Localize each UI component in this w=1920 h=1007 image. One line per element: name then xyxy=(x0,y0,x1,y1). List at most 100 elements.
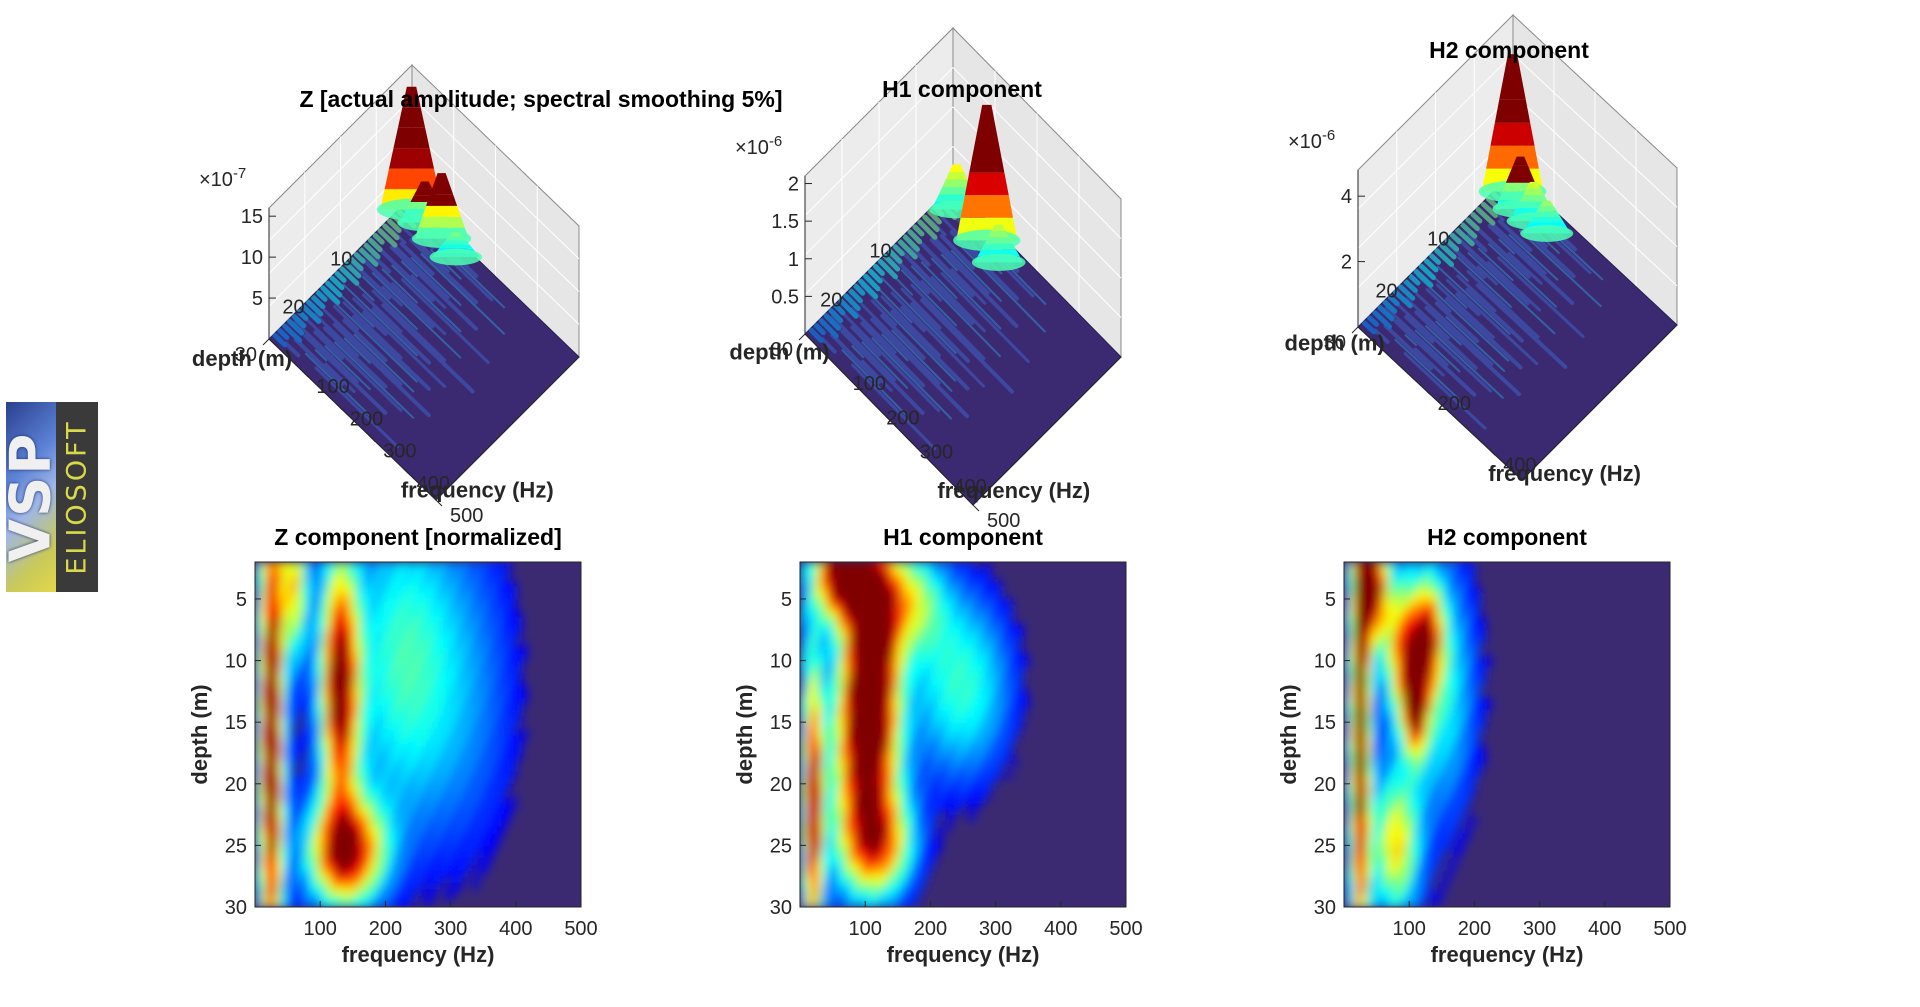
x-tick-label: 200 xyxy=(914,918,947,940)
z-tick-label: 1.5 xyxy=(771,211,799,233)
surface-plot-3: 200 400 10 20 30 2 4 ×10-6 frequency (Hz) depth (… xyxy=(1285,13,1678,486)
heatmap-plot-3: 100 200 300 400 500 5 10 15 20 25 30 frequency (Hz)… xyxy=(1276,524,1687,967)
x-tick-label: 400 xyxy=(417,473,450,495)
y-tick-label: 15 xyxy=(1314,712,1336,734)
x-tick-label: 400 xyxy=(1588,918,1621,940)
x-tick-label: 500 xyxy=(1109,918,1142,940)
z-tick-label: 2 xyxy=(1341,252,1352,274)
z-tick-label: 10 xyxy=(241,247,263,269)
x-tick-label: 200 xyxy=(350,408,383,430)
panel-title: H2 component xyxy=(1429,37,1589,63)
y-tick-label: 25 xyxy=(1314,835,1336,857)
heatmap-frame xyxy=(1343,561,1671,908)
x-axis-label: frequency (Hz) xyxy=(1431,942,1584,967)
z-tick-label: 0.5 xyxy=(771,286,799,308)
vsp-eliosoft-logo: VSP ELIOSOFT xyxy=(6,402,98,592)
panel-title: Z [actual amplitude; spectral smoothing … xyxy=(299,86,782,112)
wall-grid xyxy=(804,65,1122,318)
y-tick-label: 10 xyxy=(1314,651,1336,673)
panel-title: H1 component xyxy=(883,524,1043,550)
y-tick-label: 10 xyxy=(869,240,891,262)
z-tick-label: 2 xyxy=(788,174,799,196)
x-tick-label: 500 xyxy=(1653,918,1686,940)
x-tick-label: 200 xyxy=(1438,393,1471,415)
y-tick-mark xyxy=(1403,274,1411,282)
y-tick-label: 20 xyxy=(1314,774,1336,796)
x-axis-label: frequency (Hz) xyxy=(342,942,495,967)
y-tick-mark xyxy=(1454,223,1462,231)
x-tick-label: 500 xyxy=(987,510,1020,532)
surface-texture xyxy=(272,199,506,449)
surface-peak xyxy=(971,224,1026,271)
y-tick-label: 30 xyxy=(771,339,793,361)
heatmap-cells xyxy=(800,562,1029,907)
y-tick-mark xyxy=(897,234,905,242)
y-tick-label: 25 xyxy=(770,835,792,857)
x-tick-mark xyxy=(302,370,309,378)
heatmap-image xyxy=(800,562,1126,907)
x-tick-label: 300 xyxy=(383,441,416,463)
y-axis-label: depth (m) xyxy=(192,346,292,371)
x-tick-label: 500 xyxy=(450,505,483,527)
x-tick-label: 200 xyxy=(1458,918,1491,940)
y-tick-label: 5 xyxy=(781,589,792,611)
y-tick-label: 20 xyxy=(770,774,792,796)
x-tick-label: 400 xyxy=(499,918,532,940)
y-tick-label: 30 xyxy=(1324,332,1346,354)
y-tick-mark xyxy=(262,338,270,346)
z-exponent-label: ×10-6 xyxy=(735,133,782,159)
x-tick-label: 400 xyxy=(953,476,986,498)
y-axis-label: depth (m) xyxy=(1285,331,1385,356)
x-tick-mark xyxy=(402,467,409,475)
panel-title: Z component [normalized] xyxy=(274,524,562,550)
z-tick-label: 5 xyxy=(252,288,263,310)
x-axis-label: frequency (Hz) xyxy=(887,942,1040,967)
z-tick-label: 15 xyxy=(241,206,263,228)
y-tick-mark xyxy=(357,243,365,251)
x-axis-label: frequency (Hz) xyxy=(1488,461,1641,486)
x-tick-label: 100 xyxy=(304,918,337,940)
logo-wordmark: ELIOSOFT xyxy=(56,402,98,592)
heatmap-image xyxy=(1344,562,1670,907)
y-tick-label: 20 xyxy=(1375,280,1397,302)
y-tick-mark xyxy=(1351,326,1359,334)
x-tick-mark xyxy=(435,499,443,507)
y-tick-mark xyxy=(798,333,806,341)
wall-grid xyxy=(1357,53,1678,289)
x-tick-label: 300 xyxy=(979,918,1012,940)
y-tick-label: 10 xyxy=(225,651,247,673)
panel-title: H2 component xyxy=(1427,524,1587,550)
y-tick-label: 25 xyxy=(225,835,247,857)
x-axis-label: frequency (Hz) xyxy=(937,478,1090,503)
x-tick-label: 300 xyxy=(434,918,467,940)
x-tick-mark xyxy=(871,402,879,409)
y-tick-label: 5 xyxy=(1325,589,1336,611)
y-tick-label: 20 xyxy=(282,296,304,318)
y-tick-label: 10 xyxy=(1427,229,1449,251)
logo-mark: VSP xyxy=(6,402,64,592)
front-edges xyxy=(1357,324,1678,481)
heatmap-frame xyxy=(254,561,582,908)
heatmap-plot-1: 100 200 300 400 500 5 10 15 20 25 30 frequency (Hz)… xyxy=(187,524,598,967)
x-tick-label: 100 xyxy=(849,918,882,940)
x-tick-mark xyxy=(939,470,946,478)
z-exponent-label: ×10-6 xyxy=(1288,127,1335,153)
y-tick-mark xyxy=(847,284,855,292)
x-tick-mark xyxy=(838,367,845,375)
y-tick-label: 20 xyxy=(820,290,842,312)
x-tick-label: 400 xyxy=(1044,918,1077,940)
x-tick-label: 100 xyxy=(316,376,349,398)
heatmap-cells xyxy=(1344,562,1492,907)
x-tick-label: 100 xyxy=(1393,918,1426,940)
y-tick-label: 20 xyxy=(225,774,247,796)
x-tick-mark xyxy=(1488,449,1496,456)
y-tick-label: 30 xyxy=(770,897,792,919)
y-axis-label: depth (m) xyxy=(732,684,757,784)
z-exponent-label: ×10-7 xyxy=(199,165,246,191)
x-axis-label: frequency (Hz) xyxy=(401,478,554,503)
heatmap-image xyxy=(255,562,581,907)
heatmap-cells xyxy=(255,562,528,907)
